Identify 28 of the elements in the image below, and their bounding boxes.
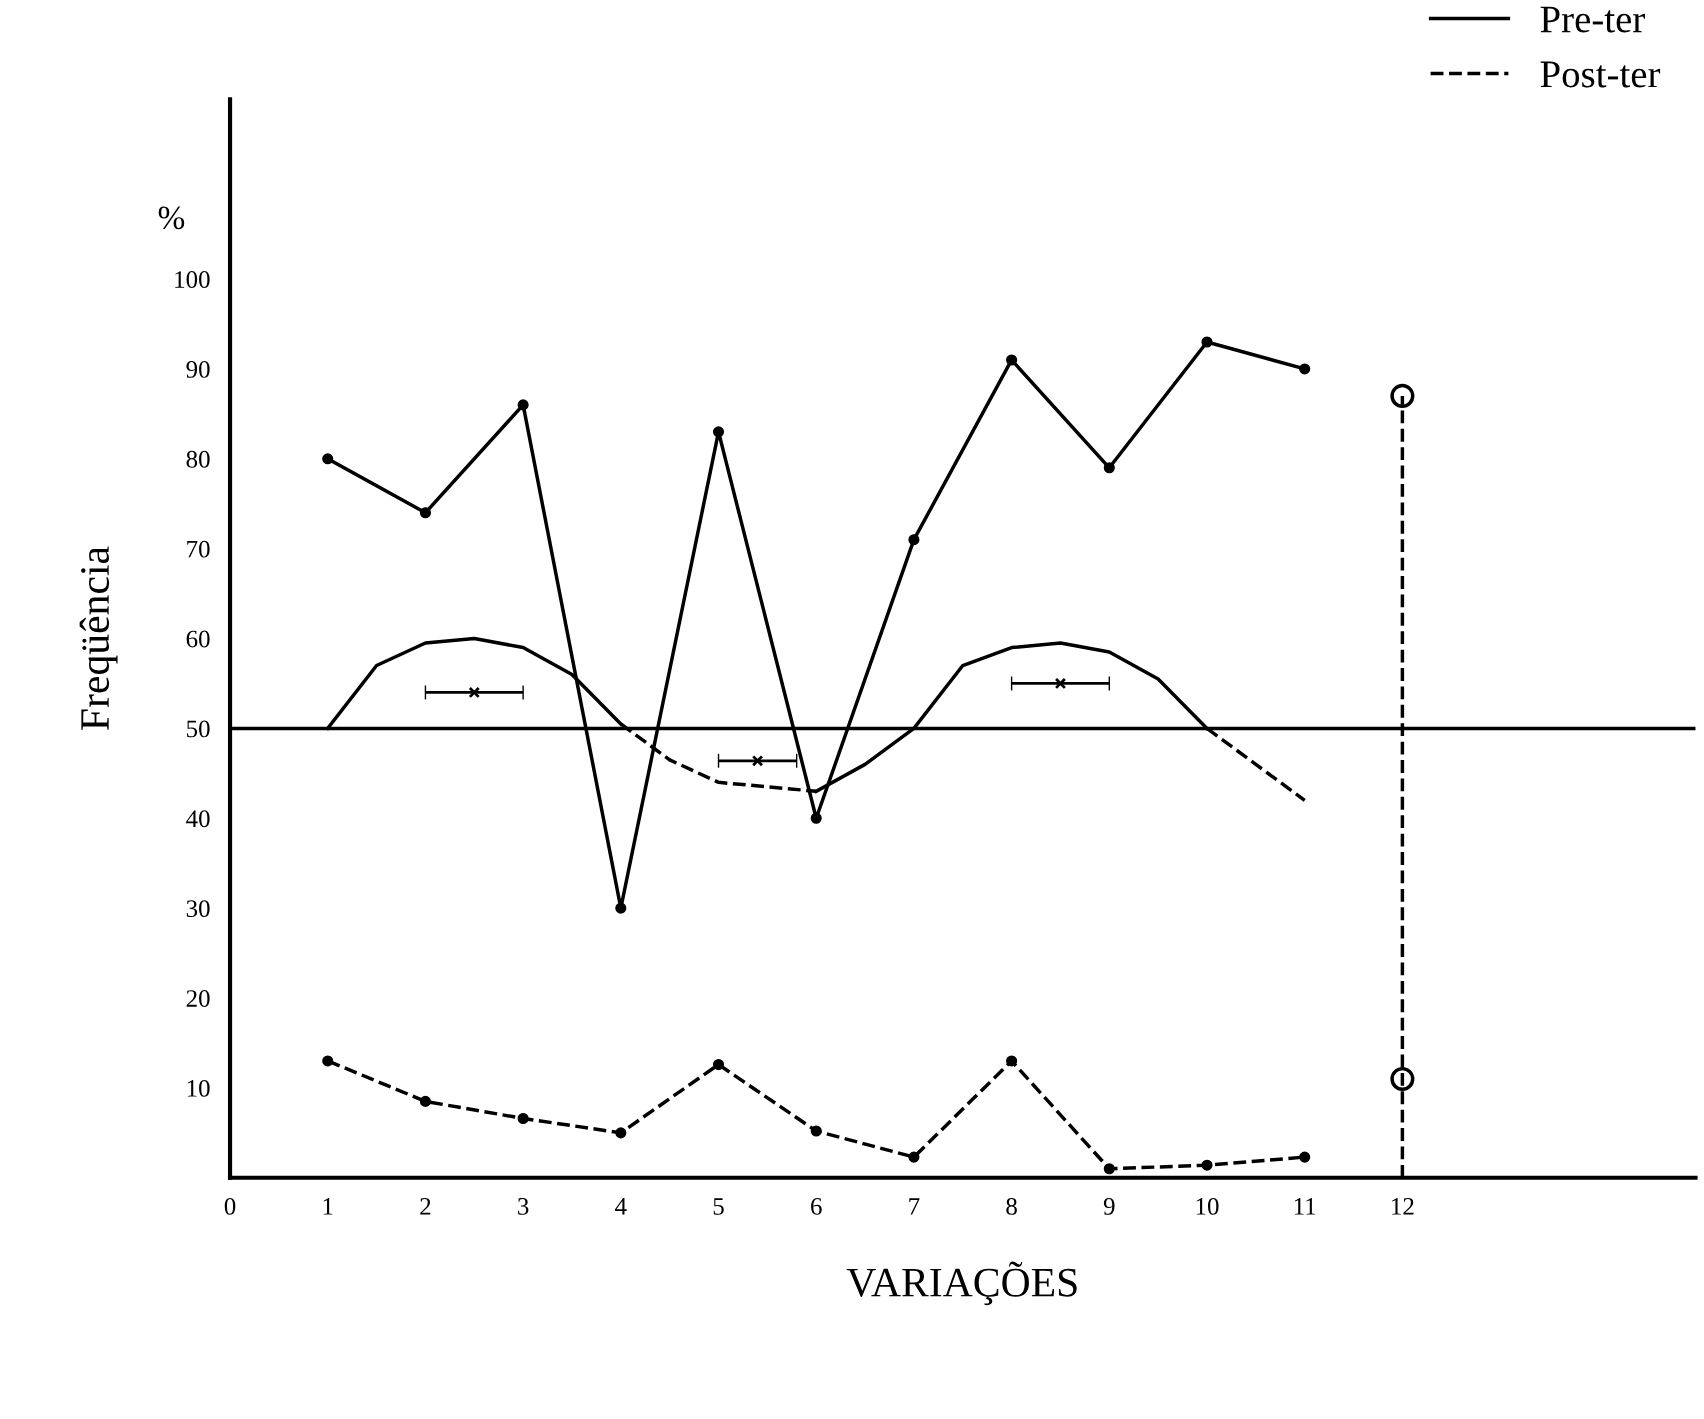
x-tick-label: 12 xyxy=(1392,1198,1414,1215)
x-axis-title: VARIAÇÕES xyxy=(846,1261,1077,1306)
x-tick-label: 4 xyxy=(615,1198,627,1215)
x-tick-label: 1 xyxy=(323,1198,333,1215)
x-tick-label: 2 xyxy=(420,1198,431,1215)
x-tick-label: 6 xyxy=(811,1198,822,1215)
x-tick-label: 0 xyxy=(224,1197,236,1215)
y-tick-label: 50 xyxy=(187,720,210,738)
x-tick-label: 10 xyxy=(1196,1197,1219,1215)
y-tick-label: 40 xyxy=(186,810,210,828)
x-tick-label: 8 xyxy=(1006,1197,1017,1215)
x-tick-label: 3 xyxy=(518,1198,529,1215)
y-tick-label: 10 xyxy=(187,1079,210,1097)
y-tick-label: 80 xyxy=(186,450,210,468)
y-tick-label: 70 xyxy=(187,540,210,558)
y-tick-label: 60 xyxy=(186,630,210,648)
x-tick-label: 7 xyxy=(909,1198,920,1215)
y-axis-title: Freqüência xyxy=(79,546,118,730)
x-tick-label: 9 xyxy=(1103,1198,1115,1215)
y-tick-label: 90 xyxy=(186,360,210,378)
text: % xyxy=(158,206,185,230)
y-tick-label: 20 xyxy=(186,990,210,1007)
y-tick-label: 100 xyxy=(175,271,210,288)
legend-label: Pre-ter xyxy=(1540,6,1645,33)
x-tick-label: 11 xyxy=(1294,1198,1316,1215)
x-tick-label: 5 xyxy=(713,1198,724,1215)
y-tick-label: 30 xyxy=(186,900,210,918)
legend-label: Post-ter xyxy=(1540,61,1661,88)
